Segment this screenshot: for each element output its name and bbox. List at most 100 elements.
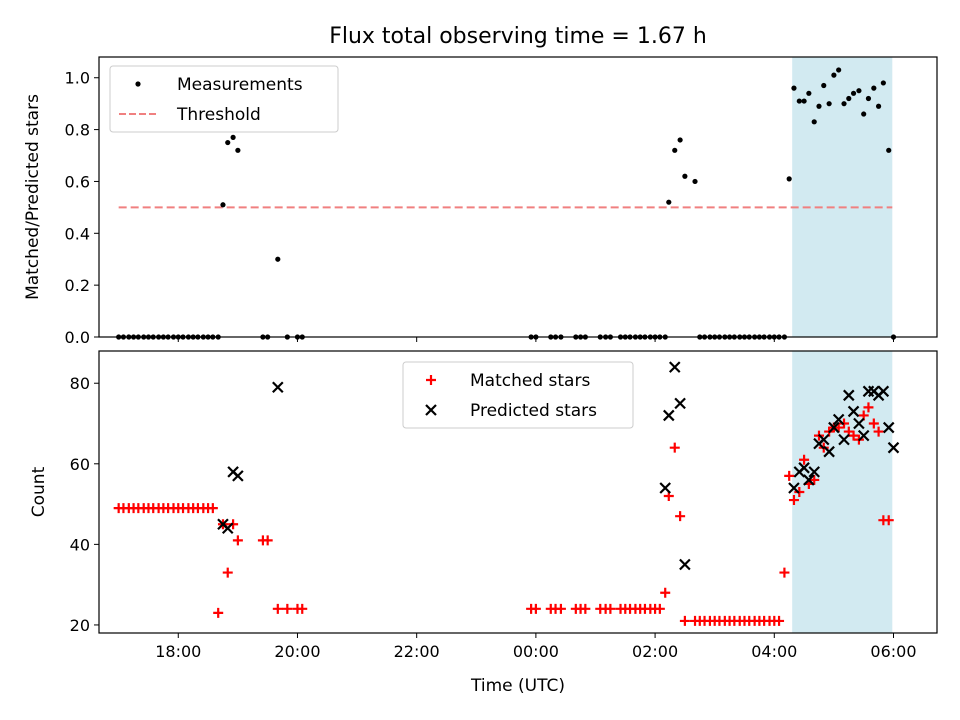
data-point <box>659 482 671 494</box>
ratio-axes-frame <box>98 56 938 338</box>
data-point <box>669 442 680 453</box>
data-point <box>297 603 308 614</box>
data-point <box>796 98 802 104</box>
data-point <box>871 85 877 91</box>
data-point <box>865 95 872 102</box>
legend-marker <box>425 404 437 416</box>
data-point <box>232 470 244 482</box>
data-point <box>221 522 234 535</box>
highlight-span <box>792 57 893 337</box>
data-point <box>660 587 671 598</box>
data-point <box>880 80 886 86</box>
data-point <box>225 139 231 146</box>
data-point <box>207 503 218 514</box>
data-point <box>230 134 236 140</box>
observing-span <box>792 57 893 337</box>
data-point <box>786 176 792 182</box>
data-point <box>784 470 795 481</box>
data-point <box>887 441 900 454</box>
data-point <box>682 173 688 179</box>
count-legend: Matched stars Predicted stars <box>402 361 634 429</box>
data-point <box>232 535 243 546</box>
data-point <box>605 603 616 614</box>
count-axes-frame <box>98 350 938 634</box>
data-point <box>668 361 681 373</box>
data-point <box>222 567 233 578</box>
data-point <box>873 426 884 437</box>
data-point <box>856 88 862 94</box>
y-tick-label: 40 <box>70 535 90 554</box>
data-point <box>666 199 672 205</box>
x-tick-label: 02:00 <box>632 642 678 661</box>
data-point <box>654 603 665 614</box>
data-point <box>235 147 241 153</box>
data-point <box>836 67 842 73</box>
data-point <box>831 72 837 78</box>
data-point <box>823 445 835 458</box>
data-point <box>262 535 273 546</box>
data-point <box>788 482 800 494</box>
y-tick-label: 0.0 <box>65 328 90 347</box>
data-point <box>808 466 820 478</box>
data-point <box>213 607 224 618</box>
data-point <box>809 474 820 485</box>
data-point <box>841 101 847 107</box>
data-point <box>674 397 686 410</box>
data-point <box>272 603 283 614</box>
data-point <box>853 417 865 430</box>
legend-marker <box>135 81 141 87</box>
axes-frame <box>98 350 938 634</box>
data-point <box>875 103 882 109</box>
data-point <box>828 421 840 434</box>
data-point <box>861 111 867 117</box>
data-point <box>883 515 894 526</box>
legend-label: Predicted stars <box>470 401 597 421</box>
data-point <box>857 429 870 442</box>
data-point <box>811 119 817 125</box>
data-point <box>850 90 857 96</box>
data-point <box>843 389 855 402</box>
x-tick-label: 20:00 <box>274 642 320 661</box>
x-tick-label: 04:00 <box>751 642 797 661</box>
data-point <box>663 409 675 422</box>
ratio-panel: 0.0 0.2 0.4 0.6 0.8 1.0 Matched/Predicted sta… <box>23 56 938 347</box>
data-point <box>826 101 832 107</box>
y-axis-label-count: Count <box>29 466 49 517</box>
legend-label: Matched stars <box>470 371 590 391</box>
data-point <box>882 421 895 434</box>
axes-frame <box>98 56 938 338</box>
x-tick-label: 00:00 <box>513 642 559 661</box>
x-axis-label: Time (UTC) <box>470 676 565 696</box>
y-tick-label: 60 <box>70 455 90 474</box>
data-point <box>580 603 591 614</box>
data-point <box>774 615 785 626</box>
x-tick-label: 06:00 <box>870 642 916 661</box>
data-point <box>799 454 810 465</box>
data-point <box>817 433 830 446</box>
data-point <box>798 462 810 474</box>
data-point <box>838 433 850 446</box>
data-point <box>821 82 827 89</box>
data-point <box>788 495 799 506</box>
data-point <box>863 402 874 413</box>
legend-label: Measurements <box>177 75 303 95</box>
legend-box <box>109 65 339 133</box>
data-point <box>282 603 293 614</box>
y-tick-label: 0.4 <box>65 224 90 243</box>
data-point <box>816 103 822 109</box>
x-tick-label: 18:00 <box>155 642 201 661</box>
data-point <box>848 430 859 441</box>
data-point <box>555 603 566 614</box>
y-tick-label: 80 <box>70 374 90 393</box>
data-point <box>791 85 797 91</box>
chart-title: Flux total observing time = 1.67 h <box>329 24 707 49</box>
data-point <box>806 90 812 96</box>
x-tick-label: 22:00 <box>394 642 440 661</box>
data-point <box>803 474 815 486</box>
data-point <box>272 381 284 394</box>
y-tick-label: 20 <box>70 616 90 635</box>
y-tick-label: 0.8 <box>65 121 90 140</box>
y-tick-label: 0.6 <box>65 172 90 191</box>
axis-ticks: 18:00 20:00 22:00 00:00 02:00 04:00 06:00 20 40 6… <box>70 374 917 661</box>
